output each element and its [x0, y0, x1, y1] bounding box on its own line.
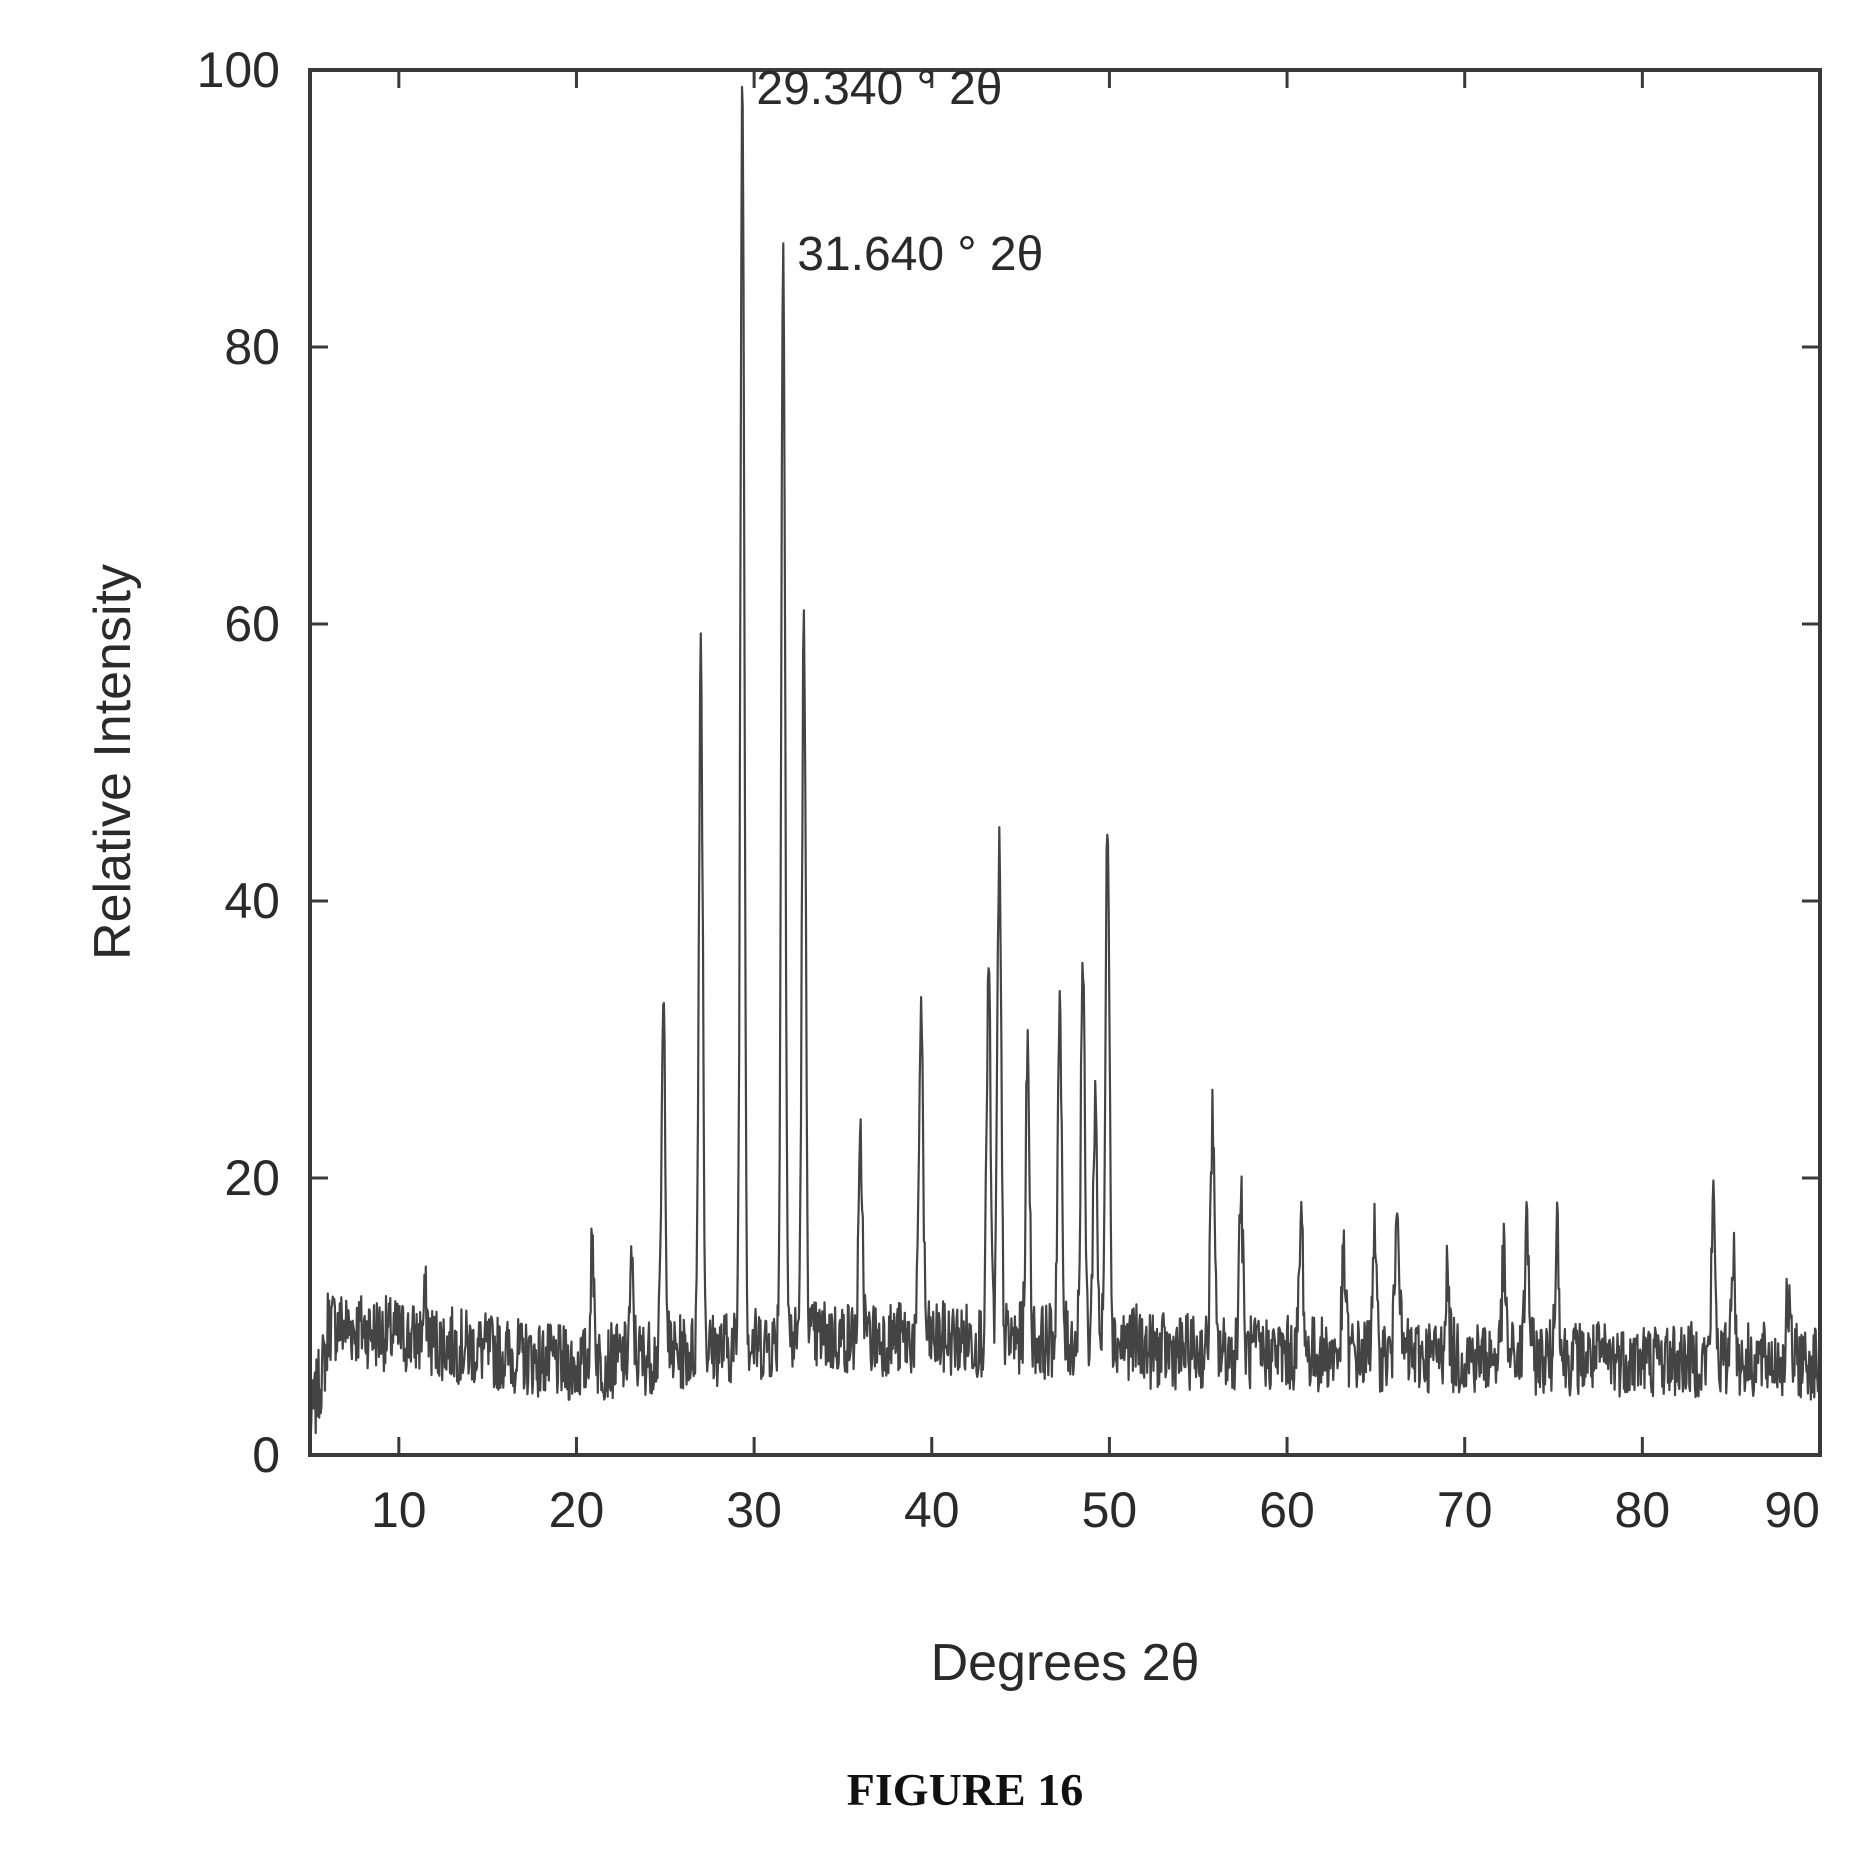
y-tick-label-0: 0	[252, 1427, 280, 1483]
x-tick-label-8: 90	[1764, 1482, 1820, 1538]
axis-ticks	[310, 70, 1820, 1455]
peak-annotation-1: 31.640 ° 2θ	[797, 228, 1043, 281]
peak-annotation-0: 29.340 ° 2θ	[756, 62, 1002, 115]
diffraction-pattern-series	[310, 87, 1820, 1439]
x-tick-label-0: 10	[371, 1482, 427, 1538]
y-tick-label-3: 60	[224, 596, 280, 652]
peak-annotations: 29.340 ° 2θ 31.640 ° 2θ	[756, 62, 1043, 281]
x-tick-label-5: 60	[1259, 1482, 1315, 1538]
x-tick-label-1: 20	[549, 1482, 605, 1538]
figure-caption: FIGURE 16	[847, 1764, 1083, 1815]
x-tick-label-3: 40	[904, 1482, 960, 1538]
x-tick-label-4: 50	[1082, 1482, 1138, 1538]
y-tick-label-2: 40	[224, 873, 280, 929]
x-tick-label-6: 70	[1437, 1482, 1493, 1538]
diffraction-series-line	[310, 87, 1820, 1439]
y-axis-title: Relative Intensity	[84, 564, 142, 960]
x-tick-label-7: 80	[1615, 1482, 1671, 1538]
plot-frame	[310, 70, 1820, 1455]
y-tick-label-4: 80	[224, 319, 280, 375]
x-tick-label-2: 30	[726, 1482, 782, 1538]
y-tick-label-5: 100	[197, 42, 280, 98]
y-tick-label-1: 20	[224, 1150, 280, 1206]
x-axis-title: Degrees 2θ	[931, 1634, 1200, 1692]
